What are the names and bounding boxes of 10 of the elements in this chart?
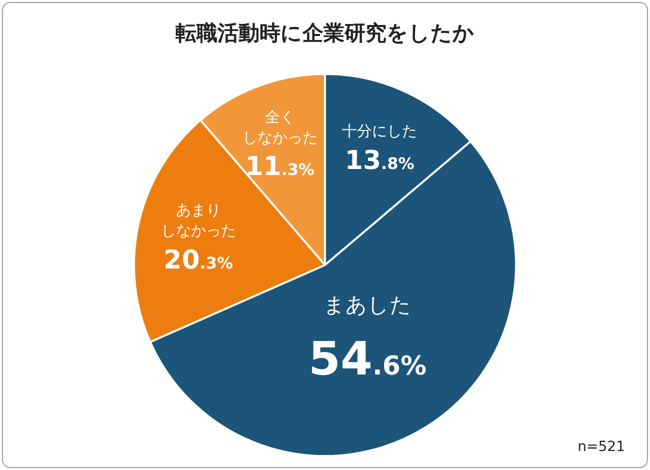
slice-label: 十分にした [342,122,418,140]
data-label: 54.6% [308,331,427,386]
slice-label: 全くしなかった [242,108,318,146]
data-label: 11.3% [245,152,315,182]
slice-label: あまりしなかった [160,201,236,240]
data-label: 20.3% [164,245,234,276]
chart-title: 転職活動時に企業研究をしたか [174,20,476,47]
data-label: 13.8% [344,146,414,176]
slice-label: まあした [324,293,412,318]
text: n=521 [578,439,625,455]
